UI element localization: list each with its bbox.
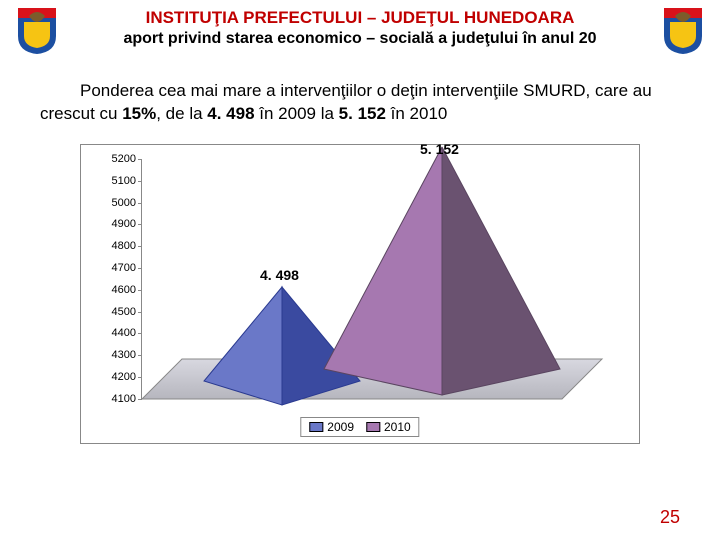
label-2010: 5. 152 — [420, 141, 459, 157]
ytick-label: 5200 — [102, 153, 136, 165]
legend-swatch-2009 — [309, 422, 323, 432]
legend-item-2009: 2009 — [309, 420, 354, 434]
pyramid-chart: 5200 5100 5000 4900 4800 4700 4600 4500 4400 4300… — [80, 144, 640, 444]
legend-label-2009: 2009 — [327, 420, 354, 434]
ytick-label: 4700 — [102, 262, 136, 274]
ytick-label: 5000 — [102, 197, 136, 209]
coat-of-arms-right — [660, 4, 706, 56]
ytick-label: 5100 — [102, 175, 136, 187]
plot-area: 5200510050004900480047004600450044004300… — [141, 159, 601, 399]
ytick-label: 4300 — [102, 349, 136, 361]
para-pct: 15% — [122, 104, 156, 123]
ytick-label: 4900 — [102, 218, 136, 230]
para-suffix: în 2010 — [386, 104, 447, 123]
ytick-label: 4500 — [102, 306, 136, 318]
body-paragraph: Ponderea cea mai mare a intervenţiilor o… — [0, 52, 720, 134]
page-title: INSTITUŢIA PREFECTULUI – JUDEŢUL HUNEDOA… — [60, 8, 660, 28]
legend-label-2010: 2010 — [384, 420, 411, 434]
header: INSTITUŢIA PREFECTULUI – JUDEŢUL HUNEDOA… — [0, 0, 720, 52]
coat-of-arms-left — [14, 4, 60, 56]
legend-swatch-2010 — [366, 422, 380, 432]
page-subtitle: aport privind starea economico – socială… — [60, 30, 660, 48]
label-2009: 4. 498 — [260, 267, 299, 283]
para-mid2: în 2009 la — [255, 104, 339, 123]
legend-item-2010: 2010 — [366, 420, 411, 434]
ytick-label: 4400 — [102, 327, 136, 339]
para-v2010: 5. 152 — [339, 104, 386, 123]
chart-legend: 2009 2010 — [300, 417, 419, 437]
ytick-label: 4200 — [102, 371, 136, 383]
para-mid1: , de la — [156, 104, 207, 123]
ytick-label: 4800 — [102, 240, 136, 252]
ytick-label: 4100 — [102, 393, 136, 405]
page-number: 25 — [660, 507, 680, 528]
ytick-label: 4600 — [102, 284, 136, 296]
para-v2009: 4. 498 — [207, 104, 254, 123]
